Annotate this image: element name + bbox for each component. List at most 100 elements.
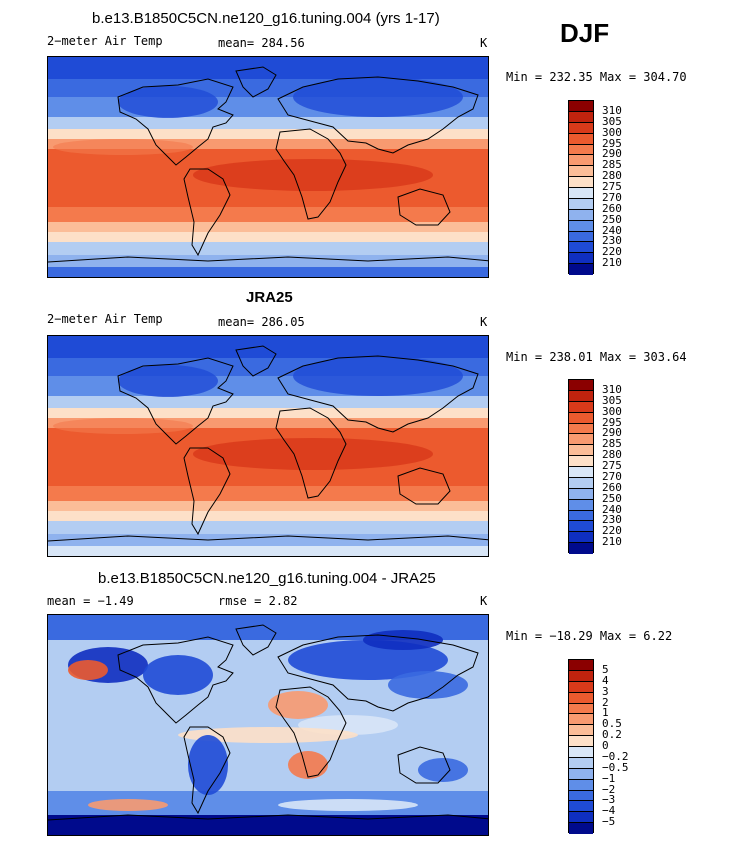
cold-region — [293, 356, 463, 396]
panel3-units-label: K — [480, 594, 488, 608]
coastline — [183, 447, 231, 536]
colorbar-swatch — [569, 477, 593, 489]
panel2-mean-label: mean= 286.05 — [218, 315, 305, 329]
colorbar-label: 260 — [602, 201, 622, 215]
season-label: DJF — [560, 18, 610, 48]
warm-pool — [193, 159, 433, 191]
temperature-band — [48, 117, 488, 129]
colorbar-label: 310 — [602, 103, 622, 117]
colorbar-swatch — [569, 725, 593, 737]
panel3-colorbar — [568, 659, 594, 834]
colorbar-label: 275 — [602, 180, 622, 193]
colorbar-swatch — [569, 660, 593, 671]
colorbar-label: 240 — [602, 502, 622, 516]
panel3-mean-label: mean = −1.49 — [47, 594, 134, 608]
colorbar-swatch — [569, 488, 593, 500]
colorbar-swatch — [569, 155, 593, 167]
temperature-band — [48, 534, 488, 546]
colorbar-swatch — [569, 692, 593, 704]
temperature-band — [48, 501, 488, 511]
coastline — [48, 256, 488, 263]
temperature-band — [48, 139, 488, 149]
colorbar-label: 305 — [602, 114, 622, 128]
colorbar-label: 270 — [602, 469, 622, 483]
panel3-map — [47, 614, 489, 836]
colorbar-label: 220 — [602, 524, 622, 538]
colorbar-swatch — [569, 445, 593, 457]
panel1-variable-label: 2−meter Air Temp — [47, 34, 163, 48]
colorbar-swatch — [569, 499, 593, 511]
colorbar-swatch — [569, 467, 593, 478]
panel2-title: JRA25 — [246, 289, 293, 306]
temperature-band — [48, 207, 488, 222]
temperature-band — [48, 232, 488, 242]
coastline — [235, 345, 277, 377]
diff-anomaly — [363, 630, 443, 650]
temperature-band — [48, 336, 488, 358]
colorbar-label: 2 — [602, 695, 609, 709]
panel2-map — [47, 335, 489, 557]
cold-region — [118, 86, 218, 118]
colorbar-label: 280 — [602, 169, 622, 183]
colorbar-label: 305 — [602, 393, 622, 407]
colorbar-label: 4 — [602, 673, 609, 687]
colorbar-label: 230 — [602, 513, 622, 527]
temperature-band — [48, 396, 488, 408]
colorbar-label: −0.5 — [602, 760, 629, 774]
coastline — [397, 746, 451, 784]
diff-anomaly — [188, 735, 228, 795]
panel2-variable-label: 2−meter Air Temp — [47, 312, 163, 326]
colorbar-swatch — [569, 380, 593, 391]
panel3-title: b.e13.B1850C5CN.ne120_g16.tuning.004 - J… — [98, 570, 436, 587]
colorbar-label: 230 — [602, 234, 622, 248]
colorbar-label: 285 — [602, 158, 622, 172]
colorbar-swatch — [569, 812, 593, 824]
colorbar-swatch — [569, 133, 593, 145]
diff-anomaly — [388, 671, 468, 699]
colorbar-label: 270 — [602, 190, 622, 204]
panel1-title: b.e13.B1850C5CN.ne120_g16.tuning.004 (yr… — [92, 10, 440, 27]
temperature-band — [48, 546, 488, 556]
colorbar-label: 275 — [602, 459, 622, 472]
temperature-band — [48, 242, 488, 255]
colorbar-swatch — [569, 198, 593, 210]
colorbar-swatch — [569, 390, 593, 402]
colorbar-label: 240 — [602, 223, 622, 237]
temperature-band — [48, 129, 488, 139]
colorbar-label: −4 — [602, 804, 616, 818]
temperature-band — [48, 408, 488, 418]
colorbar-label: −1 — [602, 771, 616, 785]
colorbar-swatch — [569, 823, 593, 834]
diff-band — [48, 815, 488, 835]
temperature-band — [48, 255, 488, 267]
coastline — [277, 76, 479, 154]
colorbar-label: 295 — [602, 415, 622, 429]
colorbar-swatch — [569, 412, 593, 424]
coastline — [117, 357, 234, 445]
colorbar-label: 210 — [602, 256, 622, 270]
diff-anomaly — [288, 751, 328, 779]
diff-anomaly — [143, 655, 213, 695]
colorbar-swatch — [569, 747, 593, 758]
colorbar-swatch — [569, 434, 593, 446]
colorbar-label: −0.2 — [602, 749, 629, 763]
panel3-minmax: Min = −18.29 Max = 6.22 — [506, 629, 673, 643]
panel1-units-label: K — [480, 36, 488, 50]
colorbar-swatch — [569, 670, 593, 682]
colorbar-swatch — [569, 681, 593, 693]
colorbar-label: 250 — [602, 212, 622, 226]
colorbar-swatch — [569, 768, 593, 780]
colorbar-label: 210 — [602, 535, 622, 549]
colorbar-swatch — [569, 790, 593, 802]
warm-tongue — [53, 418, 193, 434]
colorbar-label: −3 — [602, 793, 616, 807]
coastline — [275, 686, 347, 778]
colorbar-swatch — [569, 521, 593, 533]
colorbar-label: 3 — [602, 684, 609, 698]
panel1-colorbar — [568, 100, 594, 275]
colorbar-swatch — [569, 703, 593, 715]
temperature-band — [48, 511, 488, 521]
colorbar-label: 220 — [602, 245, 622, 259]
colorbar-swatch — [569, 209, 593, 221]
